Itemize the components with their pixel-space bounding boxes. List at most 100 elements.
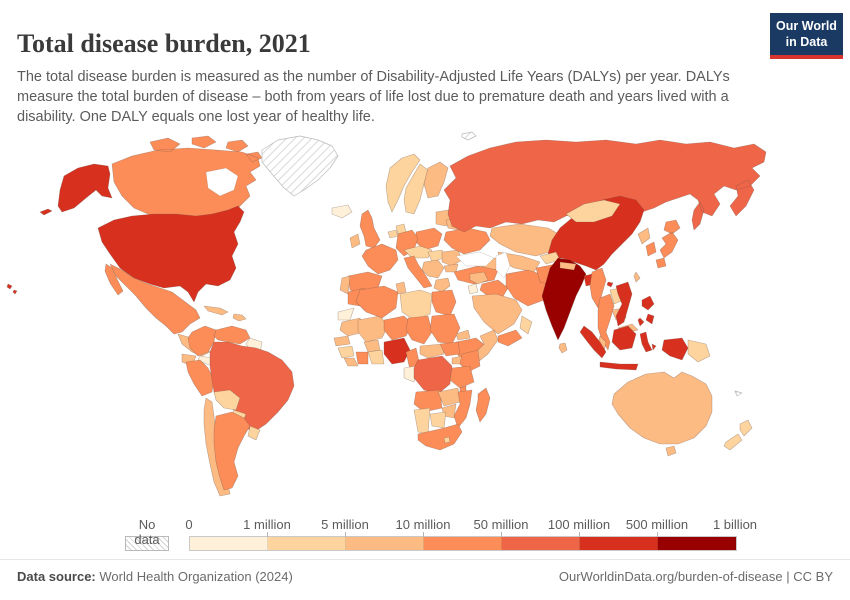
country-france[interactable] bbox=[361, 243, 399, 275]
country-central-african-republic[interactable] bbox=[419, 343, 445, 359]
country-argentina[interactable] bbox=[213, 411, 251, 491]
country-netherlands[interactable] bbox=[387, 229, 399, 239]
country-north-korea[interactable] bbox=[637, 227, 651, 245]
country-iceland[interactable] bbox=[331, 204, 353, 219]
country-nepal[interactable] bbox=[559, 261, 577, 271]
country-mongolia[interactable] bbox=[565, 199, 621, 223]
country-mali[interactable] bbox=[357, 315, 389, 343]
country-ghana[interactable] bbox=[367, 349, 385, 365]
country-peru[interactable] bbox=[185, 359, 215, 397]
country-australia[interactable] bbox=[611, 371, 713, 457]
legend-tick-label: 0 bbox=[185, 517, 193, 532]
country-ireland[interactable] bbox=[349, 233, 361, 249]
country-nigeria[interactable] bbox=[383, 337, 411, 365]
country-philippines[interactable] bbox=[637, 295, 655, 327]
country-russia[interactable] bbox=[443, 139, 767, 233]
country-dominican-republic[interactable] bbox=[232, 313, 247, 322]
country-finland[interactable] bbox=[423, 161, 449, 199]
country-madagascar[interactable] bbox=[475, 387, 491, 423]
country-greenland[interactable] bbox=[261, 135, 339, 197]
country-taiwan[interactable] bbox=[633, 271, 641, 283]
country-bolivia[interactable] bbox=[213, 389, 241, 411]
country-mozambique[interactable] bbox=[453, 389, 473, 429]
country-tunisia[interactable] bbox=[395, 281, 407, 295]
country-algeria[interactable] bbox=[355, 285, 399, 319]
country-india[interactable] bbox=[541, 257, 587, 341]
country-egypt[interactable] bbox=[431, 289, 457, 317]
country-norway[interactable] bbox=[385, 153, 421, 213]
country-syria[interactable] bbox=[469, 271, 489, 285]
country-sweden[interactable] bbox=[403, 163, 429, 215]
country-svalbard[interactable] bbox=[461, 131, 477, 141]
country-burkina-faso[interactable] bbox=[363, 339, 381, 353]
legend-color-segment[interactable] bbox=[502, 537, 580, 550]
country-balkans[interactable] bbox=[421, 259, 445, 279]
country-senegal[interactable] bbox=[333, 335, 351, 347]
country-namibia[interactable] bbox=[413, 407, 431, 435]
country-cuba[interactable] bbox=[203, 305, 229, 316]
country-israel-jordan[interactable] bbox=[467, 283, 479, 295]
country-thailand[interactable] bbox=[597, 293, 615, 351]
no-data-swatch[interactable] bbox=[125, 536, 169, 551]
country-kenya[interactable] bbox=[459, 349, 481, 373]
country-chad[interactable] bbox=[405, 315, 433, 345]
country-ukraine[interactable] bbox=[443, 227, 491, 255]
legend-color-segment[interactable] bbox=[580, 537, 658, 550]
country-new-zealand[interactable] bbox=[723, 419, 753, 451]
country-sri-lanka[interactable] bbox=[558, 342, 568, 354]
footer-divider bbox=[0, 559, 850, 560]
country-guinea[interactable] bbox=[337, 345, 355, 359]
owid-logo[interactable]: Our World in Data bbox=[770, 13, 843, 60]
country-portugal[interactable] bbox=[339, 275, 351, 295]
legend-color-segment[interactable] bbox=[658, 537, 736, 550]
legend-tick-labels: 0 1 million 5 million 10 million 50 million 1… bbox=[185, 517, 757, 537]
country-mexico[interactable] bbox=[104, 263, 201, 335]
country-venezuela[interactable] bbox=[213, 325, 251, 345]
country-greece[interactable] bbox=[433, 277, 451, 293]
legend-color-segment[interactable] bbox=[346, 537, 424, 550]
footer-source-label: Data source: bbox=[17, 569, 96, 584]
country-saudi-arabia[interactable] bbox=[471, 293, 523, 335]
country-japan[interactable] bbox=[655, 219, 681, 269]
country-botswana[interactable] bbox=[429, 411, 447, 429]
country-niger[interactable] bbox=[383, 315, 413, 341]
country-cote-divoire[interactable] bbox=[355, 351, 369, 365]
country-new-caledonia[interactable] bbox=[734, 390, 743, 397]
country-south-sudan[interactable] bbox=[439, 341, 461, 357]
country-yemen[interactable] bbox=[497, 329, 523, 347]
country-south-korea[interactable] bbox=[645, 241, 657, 257]
country-united-kingdom[interactable] bbox=[359, 209, 381, 249]
owid-url-link[interactable]: OurWorldinData.org/burden-of-disease bbox=[558, 569, 783, 584]
caspian-sea bbox=[495, 251, 511, 279]
country-south-africa[interactable] bbox=[417, 423, 463, 451]
country-libya[interactable] bbox=[399, 289, 433, 321]
country-western-sahara[interactable] bbox=[337, 307, 355, 321]
legend-color-segment[interactable] bbox=[268, 537, 346, 550]
legend-color-segment[interactable] bbox=[190, 537, 268, 550]
country-gabon-congo[interactable] bbox=[403, 365, 417, 383]
country-uruguay[interactable] bbox=[247, 425, 261, 441]
country-vietnam[interactable] bbox=[615, 281, 633, 327]
country-lesotho[interactable] bbox=[443, 436, 451, 444]
country-eritrea[interactable] bbox=[455, 329, 471, 341]
legend-color-segment[interactable] bbox=[424, 537, 502, 550]
country-canada[interactable] bbox=[111, 135, 263, 225]
footer-separator: | bbox=[786, 569, 790, 584]
country-dr-congo[interactable] bbox=[413, 355, 453, 395]
country-somalia[interactable] bbox=[475, 329, 499, 363]
country-sierra-leone[interactable] bbox=[343, 357, 359, 367]
country-tanzania[interactable] bbox=[449, 365, 475, 389]
country-colombia[interactable] bbox=[187, 325, 217, 357]
country-romania[interactable] bbox=[441, 249, 463, 267]
legend-tick-label: 1 billion bbox=[712, 517, 758, 532]
country-angola[interactable] bbox=[413, 389, 443, 413]
country-kazakhstan[interactable] bbox=[489, 223, 563, 257]
country-indonesia[interactable] bbox=[579, 325, 689, 371]
country-sudan[interactable] bbox=[429, 313, 461, 345]
country-papua-new-guinea[interactable] bbox=[687, 339, 711, 363]
legend-tick-label: 50 million bbox=[473, 517, 529, 532]
country-united-states[interactable] bbox=[6, 163, 245, 303]
country-brazil[interactable] bbox=[209, 341, 295, 433]
country-oman[interactable] bbox=[519, 315, 533, 335]
country-bulgaria[interactable] bbox=[443, 263, 459, 273]
